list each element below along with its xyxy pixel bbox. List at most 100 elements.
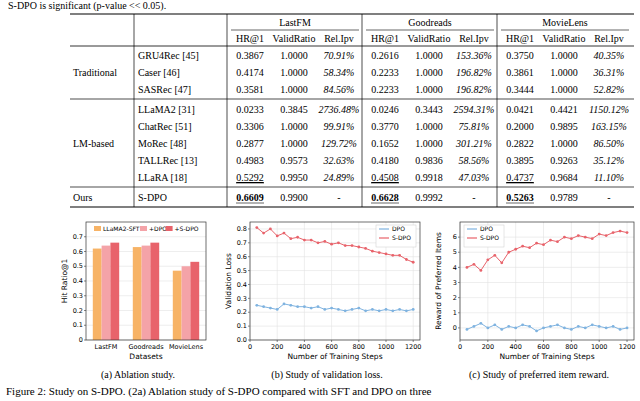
col-rule bbox=[497, 14, 498, 207]
metric-header: ValidRatio bbox=[273, 33, 316, 44]
marker bbox=[577, 325, 580, 328]
cell: 0.4983 bbox=[236, 155, 264, 166]
marker bbox=[486, 326, 489, 329]
group-name: Ours bbox=[73, 192, 93, 203]
grid-line bbox=[331, 222, 332, 340]
grid-line bbox=[599, 222, 600, 340]
legend-label: LLaMA2-SFT bbox=[103, 225, 140, 232]
grid-line bbox=[515, 222, 516, 340]
model-name: SASRec [47] bbox=[138, 84, 191, 95]
marker bbox=[473, 325, 476, 328]
marker bbox=[412, 261, 415, 264]
grid-line bbox=[627, 222, 628, 340]
cell: 40.35% bbox=[594, 50, 625, 61]
marker bbox=[323, 308, 326, 311]
tick-label: 0.3 bbox=[237, 295, 247, 303]
cell: 0.3770 bbox=[371, 121, 399, 132]
chart: 0123456020040060080010001200Number of Tr… bbox=[434, 222, 635, 361]
tick-label: 1200 bbox=[405, 343, 422, 351]
marker bbox=[344, 244, 347, 247]
legend-swatch bbox=[467, 237, 477, 238]
model-name: S-DPO bbox=[138, 192, 167, 203]
y-label: Reward of Preferred Items bbox=[434, 232, 443, 330]
legend: LLaMA2-SFT +DPO +S-DPO bbox=[94, 225, 199, 232]
legend-label: +DPO bbox=[149, 225, 167, 232]
rule bbox=[70, 99, 634, 100]
marker bbox=[412, 308, 415, 311]
tick-label: 400 bbox=[298, 343, 310, 351]
marker bbox=[549, 239, 552, 242]
tick-label: 800 bbox=[353, 343, 365, 351]
marker bbox=[364, 247, 367, 250]
tick-label: 6 bbox=[453, 233, 457, 241]
marker bbox=[479, 269, 482, 272]
model-name: LLaRA [18] bbox=[138, 172, 187, 183]
marker bbox=[563, 236, 566, 239]
cell: 84.56% bbox=[324, 84, 355, 95]
bar bbox=[110, 243, 119, 340]
model-name: Caser [46] bbox=[138, 67, 180, 78]
legend-label: S-DPO bbox=[392, 234, 411, 241]
cell: 0.0246 bbox=[371, 104, 399, 115]
frame bbox=[86, 222, 206, 340]
marker bbox=[584, 236, 587, 239]
marker bbox=[405, 258, 408, 261]
bar bbox=[93, 249, 102, 340]
marker bbox=[528, 246, 531, 249]
marker bbox=[344, 309, 347, 312]
metric-header: Rel.Ipv bbox=[459, 33, 489, 44]
cell: 153.36% bbox=[456, 50, 492, 61]
group-name: LM-based bbox=[73, 138, 114, 149]
figure-caption: Figure 2: Study on S-DPO. (2a) Ablation … bbox=[6, 385, 432, 398]
tick-label: 1000 bbox=[378, 343, 395, 351]
marker bbox=[283, 232, 286, 235]
cell: 0.4180 bbox=[371, 155, 399, 166]
cell: 196.82% bbox=[456, 84, 492, 95]
marker bbox=[337, 241, 340, 244]
cell: 58.34% bbox=[324, 67, 355, 78]
marker bbox=[317, 241, 320, 244]
cell: 0.9918 bbox=[415, 172, 443, 183]
cell: 0.3895 bbox=[506, 155, 534, 166]
cell: 1.0000 bbox=[280, 50, 308, 61]
marker bbox=[521, 323, 524, 326]
marker bbox=[605, 234, 608, 237]
cell: 163.15% bbox=[591, 121, 627, 132]
marker bbox=[391, 309, 394, 312]
marker bbox=[598, 233, 601, 236]
marker bbox=[337, 308, 340, 311]
dataset-header: Goodreads bbox=[408, 17, 451, 28]
tick-label: 0 bbox=[453, 324, 457, 332]
marker bbox=[310, 239, 313, 242]
model-name: GRU4Rec [45] bbox=[138, 50, 199, 61]
tick-label: 2 bbox=[453, 294, 457, 302]
legend-label: +S-DPO bbox=[175, 225, 199, 232]
metric-header: HR@1 bbox=[506, 33, 534, 44]
model-name: MoRec [48] bbox=[138, 138, 187, 149]
marker bbox=[556, 323, 559, 326]
line bbox=[467, 323, 627, 331]
bar bbox=[142, 246, 151, 340]
tick-label: 0.1 bbox=[73, 321, 83, 329]
marker bbox=[255, 304, 258, 307]
tick-label: 1000 bbox=[591, 343, 608, 351]
cell: 1.0000 bbox=[415, 67, 443, 78]
tick-label: 0.5 bbox=[237, 267, 247, 275]
marker bbox=[514, 248, 517, 251]
underline bbox=[236, 203, 264, 204]
page: S-DPO is significant (p-value << 0.05).L… bbox=[0, 0, 640, 401]
grid-line bbox=[250, 284, 420, 285]
underline bbox=[371, 203, 399, 204]
cell: 0.3845 bbox=[280, 104, 308, 115]
marker bbox=[500, 328, 503, 331]
legend-swatch bbox=[94, 226, 101, 231]
cell: - bbox=[607, 192, 610, 203]
cell: 1.0000 bbox=[550, 84, 578, 95]
marker bbox=[584, 326, 587, 329]
marker bbox=[289, 237, 292, 240]
metric-header: HR@1 bbox=[236, 33, 264, 44]
subcaption: (b) Study of validation loss. bbox=[271, 369, 382, 381]
cell: 1.0000 bbox=[280, 67, 308, 78]
cell: 1.0000 bbox=[550, 67, 578, 78]
rule bbox=[231, 30, 359, 31]
